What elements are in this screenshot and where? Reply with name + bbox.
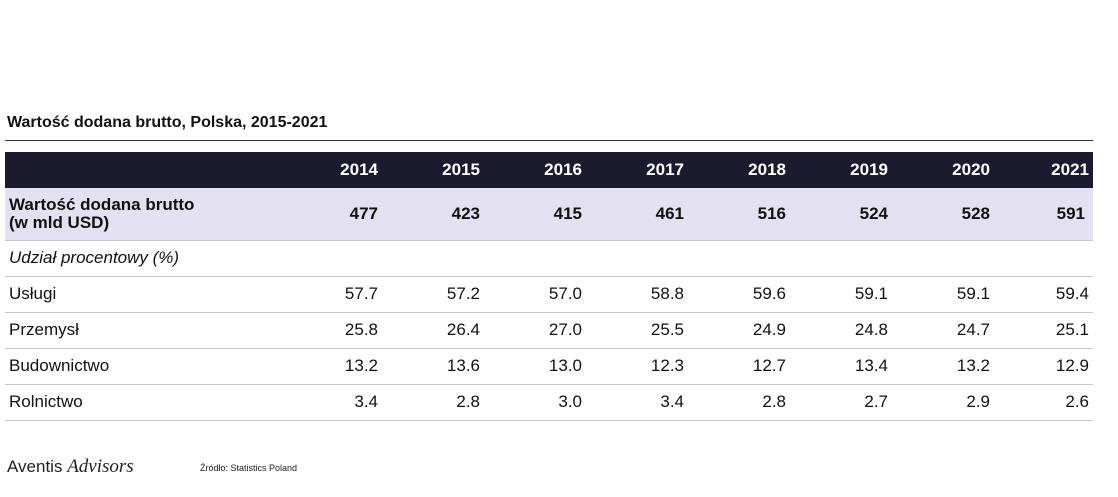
table-cell: 2.9 (966, 392, 990, 411)
table-cell: 13.6 (446, 356, 480, 375)
share-subheader: Udział procentowy (%) (9, 248, 180, 267)
table-cell: 25.5 (650, 320, 684, 339)
table-cell: 59.1 (854, 284, 888, 303)
table-cell: 2.8 (762, 392, 786, 411)
row-label: Rolnictwo (9, 392, 83, 411)
year-header: 2018 (748, 160, 786, 179)
gva-total-row: Wartość dodana brutto (w mld USD) 477 42… (5, 188, 1093, 240)
gva-value: 477 (349, 203, 378, 223)
year-header: 2016 (544, 160, 582, 179)
table-cell: 25.8 (344, 320, 378, 339)
table-cell: 3.0 (558, 392, 582, 411)
gva-value: 528 (961, 203, 990, 223)
year-header: 2014 (340, 160, 378, 179)
gva-row-label: Wartość dodana brutto (w mld USD) (5, 188, 282, 240)
table-cell: 3.4 (660, 392, 684, 411)
header-empty-cell (5, 152, 282, 188)
gva-label-line2: (w mld USD) (9, 212, 110, 232)
table-cell: 3.4 (354, 392, 378, 411)
year-header: 2021 (1051, 160, 1089, 179)
source-note: Źródło: Statistics Poland (200, 463, 298, 473)
table-cell: 24.9 (752, 320, 786, 339)
year-header: 2019 (850, 160, 888, 179)
table-cell: 12.9 (1055, 356, 1089, 375)
year-header: 2017 (646, 160, 684, 179)
table-title: Wartość dodana brutto, Polska, 2015-2021 (7, 114, 328, 131)
table-cell: 59.6 (752, 284, 786, 303)
table-cell: 59.1 (956, 284, 990, 303)
row-label: Budownictwo (9, 356, 110, 375)
table-cell: 13.2 (344, 356, 378, 375)
gva-value: 423 (451, 203, 480, 223)
table-row: Przemysł 25.8 26.4 27.0 25.5 24.9 24.8 2… (5, 312, 1093, 348)
aventis-advisors-logo: Aventis Advisors (7, 456, 134, 478)
table-cell: 2.8 (456, 392, 480, 411)
title-divider (5, 140, 1093, 141)
logo-word-aventis: Aventis (7, 457, 63, 476)
table-cell: 57.0 (548, 284, 582, 303)
year-header: 2015 (442, 160, 480, 179)
table-cell: 58.8 (650, 284, 684, 303)
table-cell: 57.7 (344, 284, 378, 303)
gross-value-added-table: 2014 2015 2016 2017 2018 2019 2020 2021 … (5, 152, 1093, 421)
row-label: Przemysł (9, 320, 79, 339)
table-cell: 57.2 (446, 284, 480, 303)
table-row: Budownictwo 13.2 13.6 13.0 12.3 12.7 13.… (5, 348, 1093, 384)
table-row: Usługi 57.7 57.2 57.0 58.8 59.6 59.1 59.… (5, 276, 1093, 312)
gva-value: 591 (1056, 203, 1085, 223)
table-cell: 12.3 (650, 356, 684, 375)
table-cell: 24.8 (854, 320, 888, 339)
year-header: 2020 (952, 160, 990, 179)
table-cell: 2.6 (1065, 392, 1089, 411)
gva-value: 524 (859, 203, 888, 223)
table-cell: 26.4 (446, 320, 480, 339)
table-cell: 27.0 (548, 320, 582, 339)
table-cell: 13.4 (854, 356, 888, 375)
table-cell: 59.4 (1055, 284, 1089, 303)
table-cell: 25.1 (1055, 320, 1089, 339)
year-header-row: 2014 2015 2016 2017 2018 2019 2020 2021 (5, 152, 1093, 188)
table-cell: 13.0 (548, 356, 582, 375)
gva-value: 516 (757, 203, 786, 223)
table-cell: 2.7 (864, 392, 888, 411)
share-subheader-row: Udział procentowy (%) (5, 240, 1093, 276)
table-cell: 24.7 (956, 320, 990, 339)
gva-value: 461 (655, 203, 684, 223)
logo-word-advisors: Advisors (67, 456, 134, 477)
table-row: Rolnictwo 3.4 2.8 3.0 3.4 2.8 2.7 2.9 2.… (5, 384, 1093, 420)
gva-value: 415 (553, 203, 582, 223)
gva-label-line1: Wartość dodana brutto (9, 194, 195, 214)
table-cell: 13.2 (956, 356, 990, 375)
table-cell: 12.7 (752, 356, 786, 375)
row-label: Usługi (9, 284, 57, 303)
